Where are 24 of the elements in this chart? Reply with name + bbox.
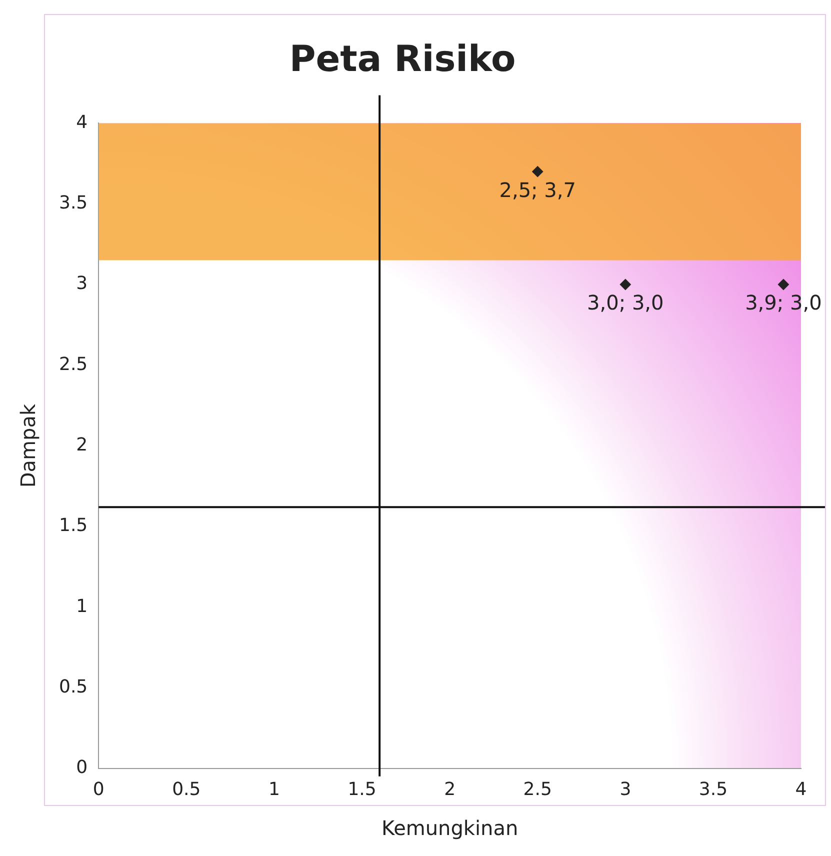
y-tick-label: 3.5: [58, 192, 88, 214]
y-tick-label: 1: [76, 596, 88, 617]
y-tick-label: 0: [76, 757, 88, 778]
x-tick-label: 3.5: [698, 778, 728, 800]
data-label: 2,5; 3,7: [499, 178, 576, 202]
y-tick-label: 2.5: [58, 354, 88, 375]
x-tick-label: 3: [620, 778, 632, 800]
y-tick-label: 1.5: [58, 515, 88, 536]
y-tick-label: 4: [76, 112, 88, 133]
y-axis-title: Dampak: [16, 404, 40, 488]
chart-title: Peta Risiko: [289, 38, 516, 80]
x-tick-label: 2: [444, 778, 456, 800]
data-label: 3,0; 3,0: [587, 290, 664, 315]
y-tick-label: 0.5: [58, 676, 88, 698]
x-tick-label: 2.5: [523, 778, 552, 800]
y-tick-label: 3: [76, 273, 88, 294]
x-tick-label: 1.5: [348, 778, 376, 800]
x-tick-label: 4: [795, 778, 807, 800]
y-tick-label: 2: [76, 434, 88, 456]
x-tick-label: 0: [92, 778, 104, 800]
x-tick-label: 1: [268, 778, 280, 800]
data-label: 3,9; 3,0: [745, 290, 822, 315]
x-axis-title: Kemungkinan: [381, 816, 518, 840]
x-tick-label: 0.5: [172, 778, 201, 800]
